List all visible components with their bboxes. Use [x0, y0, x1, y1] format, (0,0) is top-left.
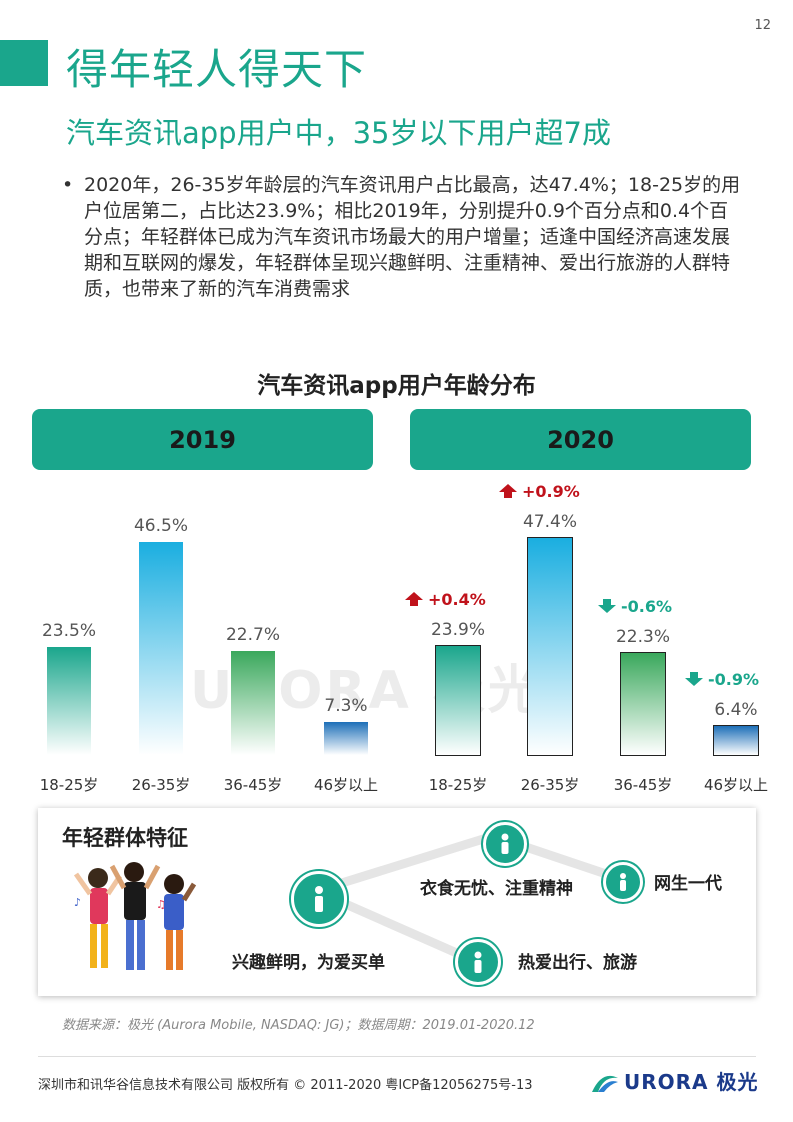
person-icon: [315, 886, 323, 912]
value-label-2020-18-25: 23.9%: [430, 619, 485, 640]
bar-2020-26-35: [527, 536, 573, 756]
feature-label-interest: 兴趣鲜明，为爱买单: [232, 953, 385, 973]
bar-2020-36-45: [620, 651, 666, 756]
bar-2019-36-45: [231, 651, 275, 755]
bullet-text: 2020年，26-35岁年龄层的汽车资讯用户占比最高，达47.4%；18-25岁…: [84, 174, 741, 300]
bar-2019-26-35: [139, 542, 183, 755]
value-label-2020-26-35: 47.4%: [522, 511, 577, 532]
change-label-36-45: -0.6%: [597, 597, 672, 616]
aurora-logo-icon: [592, 1075, 618, 1092]
data-source: 数据来源：极光 (Aurora Mobile, NASDAQ: JG)；数据周期…: [62, 1018, 535, 1033]
feature-label-spirit: 衣食无忧、注重精神: [420, 879, 573, 899]
bar-2019-18-25: [47, 647, 91, 755]
year-2019-header: 2019: [32, 409, 373, 470]
change-value: -0.6%: [621, 596, 673, 616]
feature-label-internet: 网生一代: [654, 874, 722, 894]
bar-2020-46plus: [713, 724, 759, 756]
category-label-2019-36-45: 36-45岁: [223, 776, 283, 794]
feature-node-internet: [603, 862, 643, 902]
page-number: 12: [754, 18, 771, 33]
arrow-up-icon: [499, 484, 517, 499]
bar-2020-18-25: [435, 644, 481, 756]
change-value: +0.9%: [522, 481, 580, 501]
category-label-2020-26-35: 26-35岁: [520, 776, 580, 794]
aurora-logo-text: URORA 极光: [624, 1070, 759, 1094]
person-icon: [474, 951, 482, 973]
value-label-2019-36-45: 22.7%: [225, 625, 280, 646]
feature-node-travel: [455, 939, 501, 985]
category-label-2019-46plus: 46岁以上: [313, 776, 379, 794]
category-label-2019-26-35: 26-35岁: [131, 776, 191, 794]
change-label-46plus: -0.9%: [684, 670, 759, 689]
bullet-dot-icon: •: [62, 174, 74, 196]
aurora-logo: URORA 极光: [590, 1066, 758, 1095]
feature-label-travel: 热爱出行、旅游: [518, 953, 637, 973]
page-subtitle: 汽车资讯app用户中，35岁以下用户超7成: [66, 116, 611, 150]
value-label-2019-26-35: 46.5%: [133, 516, 188, 536]
page-title: 得年轻人得天下: [66, 45, 368, 94]
bar-2019-46plus: [324, 721, 368, 755]
feature-node-interest: [291, 871, 347, 927]
young-people-illustration: ♪ ♫: [73, 862, 197, 970]
change-label-26-35: +0.9%: [498, 482, 580, 501]
value-label-2020-36-45: 22.3%: [615, 626, 670, 647]
category-label-2020-18-25: 18-25岁: [428, 776, 488, 794]
arrow-up-icon: [405, 592, 423, 607]
feature-panel: [38, 808, 756, 996]
category-label-2020-36-45: 36-45岁: [613, 776, 673, 794]
year-2020-header: 2020: [410, 409, 751, 470]
change-value: -0.9%: [708, 669, 760, 689]
bullet-point: • 2020年，26-35岁年龄层的汽车资讯用户占比最高，达47.4%；18-2…: [62, 172, 742, 302]
arrow-down-icon: [598, 599, 616, 614]
value-label-2019-18-25: 23.5%: [41, 621, 96, 642]
svg-text:♪: ♪: [74, 896, 81, 909]
feature-title: 年轻群体特征: [62, 826, 188, 850]
change-value: +0.4%: [428, 589, 486, 609]
feature-node-spirit: [483, 822, 527, 866]
change-label-18-25: +0.4%: [404, 590, 486, 609]
value-label-2019-46plus: 7.3%: [324, 695, 368, 716]
person-icon: [620, 873, 626, 891]
title-accent-block: [0, 40, 48, 86]
value-label-2020-46plus: 6.4%: [714, 699, 758, 720]
category-label-2020-46plus: 46岁以上: [703, 776, 769, 794]
person-icon: [501, 833, 509, 854]
category-label-2019-18-25: 18-25岁: [39, 776, 99, 794]
svg-text:♫: ♫: [156, 898, 166, 911]
arrow-down-icon: [685, 672, 703, 687]
chart-title: 汽车资讯app用户年龄分布: [257, 373, 536, 399]
footer-copyright: 深圳市和讯华谷信息技术有限公司 版权所有 © 2011-2020 粤ICP备12…: [38, 1078, 533, 1093]
footer-divider: [38, 1056, 756, 1057]
